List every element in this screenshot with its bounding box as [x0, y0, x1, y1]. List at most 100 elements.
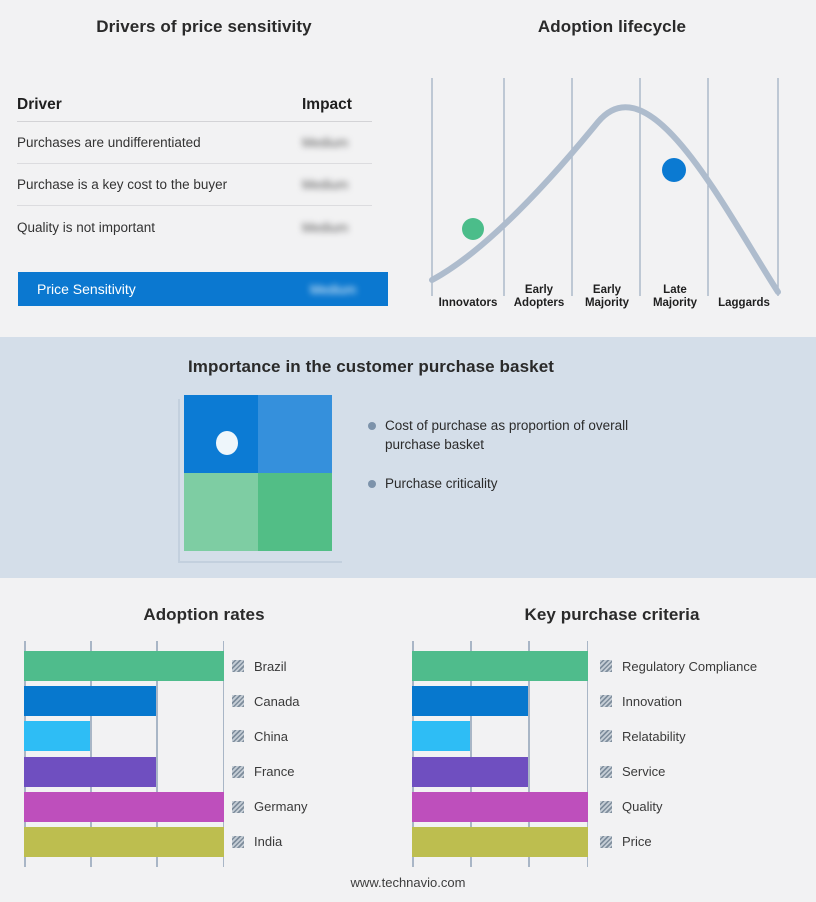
quadrant-cells	[184, 395, 332, 551]
bar-france	[24, 756, 156, 787]
key-purchase-criteria-chart	[412, 641, 588, 867]
adoption-lifecycle-chart: Innovators Early Adopters Early Majority…	[424, 78, 788, 310]
quadrant-bottom-left	[184, 473, 258, 551]
legend-label: Relatability	[622, 728, 686, 744]
bar-china	[24, 721, 90, 752]
legend-item: Brazil	[232, 651, 392, 681]
legend-label: France	[254, 764, 295, 780]
bullet-icon	[368, 480, 376, 488]
price-sensitivity-label: Price Sensitivity	[37, 281, 136, 297]
legend-item: Innovation	[600, 686, 810, 716]
driver-label: Purchases are undifferentiated	[17, 135, 201, 150]
bar-row	[412, 756, 588, 787]
bar-service	[412, 756, 529, 787]
legend-item: Purchase criticality	[368, 474, 668, 493]
legend-item: Relatability	[600, 721, 810, 751]
hatched-swatch-icon	[232, 730, 244, 743]
hatched-swatch-icon	[232, 800, 244, 813]
bar-row	[412, 791, 588, 822]
bar-innovation	[412, 686, 529, 717]
legend-item: Germany	[232, 792, 392, 822]
hatched-swatch-icon	[600, 835, 612, 848]
price-sensitivity-summary-row: Price Sensitivity Medium	[18, 272, 388, 306]
legend-label: Purchase criticality	[385, 476, 498, 491]
hatched-swatch-icon	[232, 695, 244, 708]
table-row: Quality is not important Medium	[17, 206, 372, 248]
hatched-swatch-icon	[600, 765, 612, 778]
table-header-row: Driver Impact	[17, 88, 372, 122]
bar-row	[24, 756, 224, 787]
bar-row	[24, 686, 224, 717]
legend-label: China	[254, 728, 288, 744]
legend-label: Service	[622, 764, 666, 780]
legend-item: India	[232, 827, 392, 857]
hatched-swatch-icon	[232, 835, 244, 848]
table-row: Purchase is a key cost to the buyer Medi…	[17, 164, 372, 206]
adoption-rates-legend: Brazil Canada China France Germany India	[232, 651, 392, 857]
legend-item: Regulatory Compliance	[600, 651, 810, 681]
column-header-driver: Driver	[17, 95, 62, 113]
bar-row	[24, 721, 224, 752]
hatched-swatch-icon	[232, 660, 244, 672]
bar-brazil	[24, 651, 224, 681]
green-marker-dot	[462, 218, 484, 240]
legend-item: Cost of purchase as proportion of overal…	[368, 416, 668, 454]
column-header-impact: Impact	[302, 95, 352, 113]
bar-relatability	[412, 721, 471, 752]
hatched-swatch-icon	[600, 695, 612, 708]
legend-label: Brazil	[254, 658, 287, 674]
bar-row	[24, 651, 224, 681]
quadrant-position-marker	[216, 431, 238, 455]
bar-row	[412, 721, 588, 752]
criteria-bars	[412, 651, 588, 857]
legend-label: Innovation	[622, 693, 682, 709]
bar-row	[24, 826, 224, 857]
blue-marker-dot	[662, 158, 686, 182]
hatched-swatch-icon	[600, 800, 612, 813]
lifecycle-stage-label: Innovators	[438, 297, 498, 309]
footer-website-url: www.technavio.com	[350, 875, 466, 890]
lifecycle-stage-label: Laggards	[718, 297, 770, 309]
quadrant-top-right	[258, 395, 332, 473]
adoption-bars	[24, 651, 224, 857]
driver-label: Purchase is a key cost to the buyer	[17, 177, 228, 192]
drivers-table: Driver Impact Purchases are undifferenti…	[17, 88, 372, 248]
legend-label: Price	[622, 834, 652, 850]
middle-section-background	[0, 337, 816, 578]
price-sensitivity-impact-redacted: Medium	[310, 281, 357, 297]
bar-price	[412, 826, 588, 857]
legend-label: Regulatory Compliance	[622, 658, 758, 674]
lifecycle-curve-svg	[429, 78, 781, 296]
lifecycle-stage-label: Late Majority	[652, 284, 698, 309]
bar-canada	[24, 686, 156, 717]
hatched-swatch-icon	[232, 765, 244, 778]
legend-item: Price	[600, 827, 810, 857]
adoption-bell-curve	[429, 104, 781, 295]
hatched-swatch-icon	[600, 660, 612, 672]
lifecycle-stage-label: Early Majority	[584, 284, 630, 309]
bar-quality	[412, 791, 588, 822]
lifecycle-gridlines	[431, 78, 779, 296]
bar-row	[24, 791, 224, 822]
purchase-basket-legend: Cost of purchase as proportion of overal…	[368, 416, 668, 513]
hatched-swatch-icon	[600, 730, 612, 743]
legend-item: China	[232, 721, 392, 751]
table-row: Purchases are undifferentiated Medium	[17, 122, 372, 164]
key-purchase-criteria-legend: Regulatory Compliance Innovation Relatabil…	[600, 651, 810, 857]
adoption-rates-title: Adoption rates	[143, 605, 265, 624]
legend-item: Service	[600, 757, 810, 787]
bar-row	[412, 826, 588, 857]
impact-value-redacted: Medium	[302, 177, 349, 192]
legend-label: Germany	[254, 799, 308, 815]
impact-value-redacted: Medium	[302, 135, 349, 150]
legend-label: Cost of purchase as proportion of overal…	[385, 418, 629, 452]
legend-label: Canada	[254, 693, 300, 709]
legend-label: Quality	[622, 799, 663, 815]
legend-item: Canada	[232, 686, 392, 716]
adoption-rates-chart	[24, 641, 224, 867]
legend-item: Quality	[600, 792, 810, 822]
lifecycle-stage-label: Early Adopters	[513, 284, 565, 309]
lifecycle-panel-title: Adoption lifecycle	[537, 17, 687, 36]
bar-germany	[24, 791, 224, 822]
legend-item: France	[232, 757, 392, 787]
